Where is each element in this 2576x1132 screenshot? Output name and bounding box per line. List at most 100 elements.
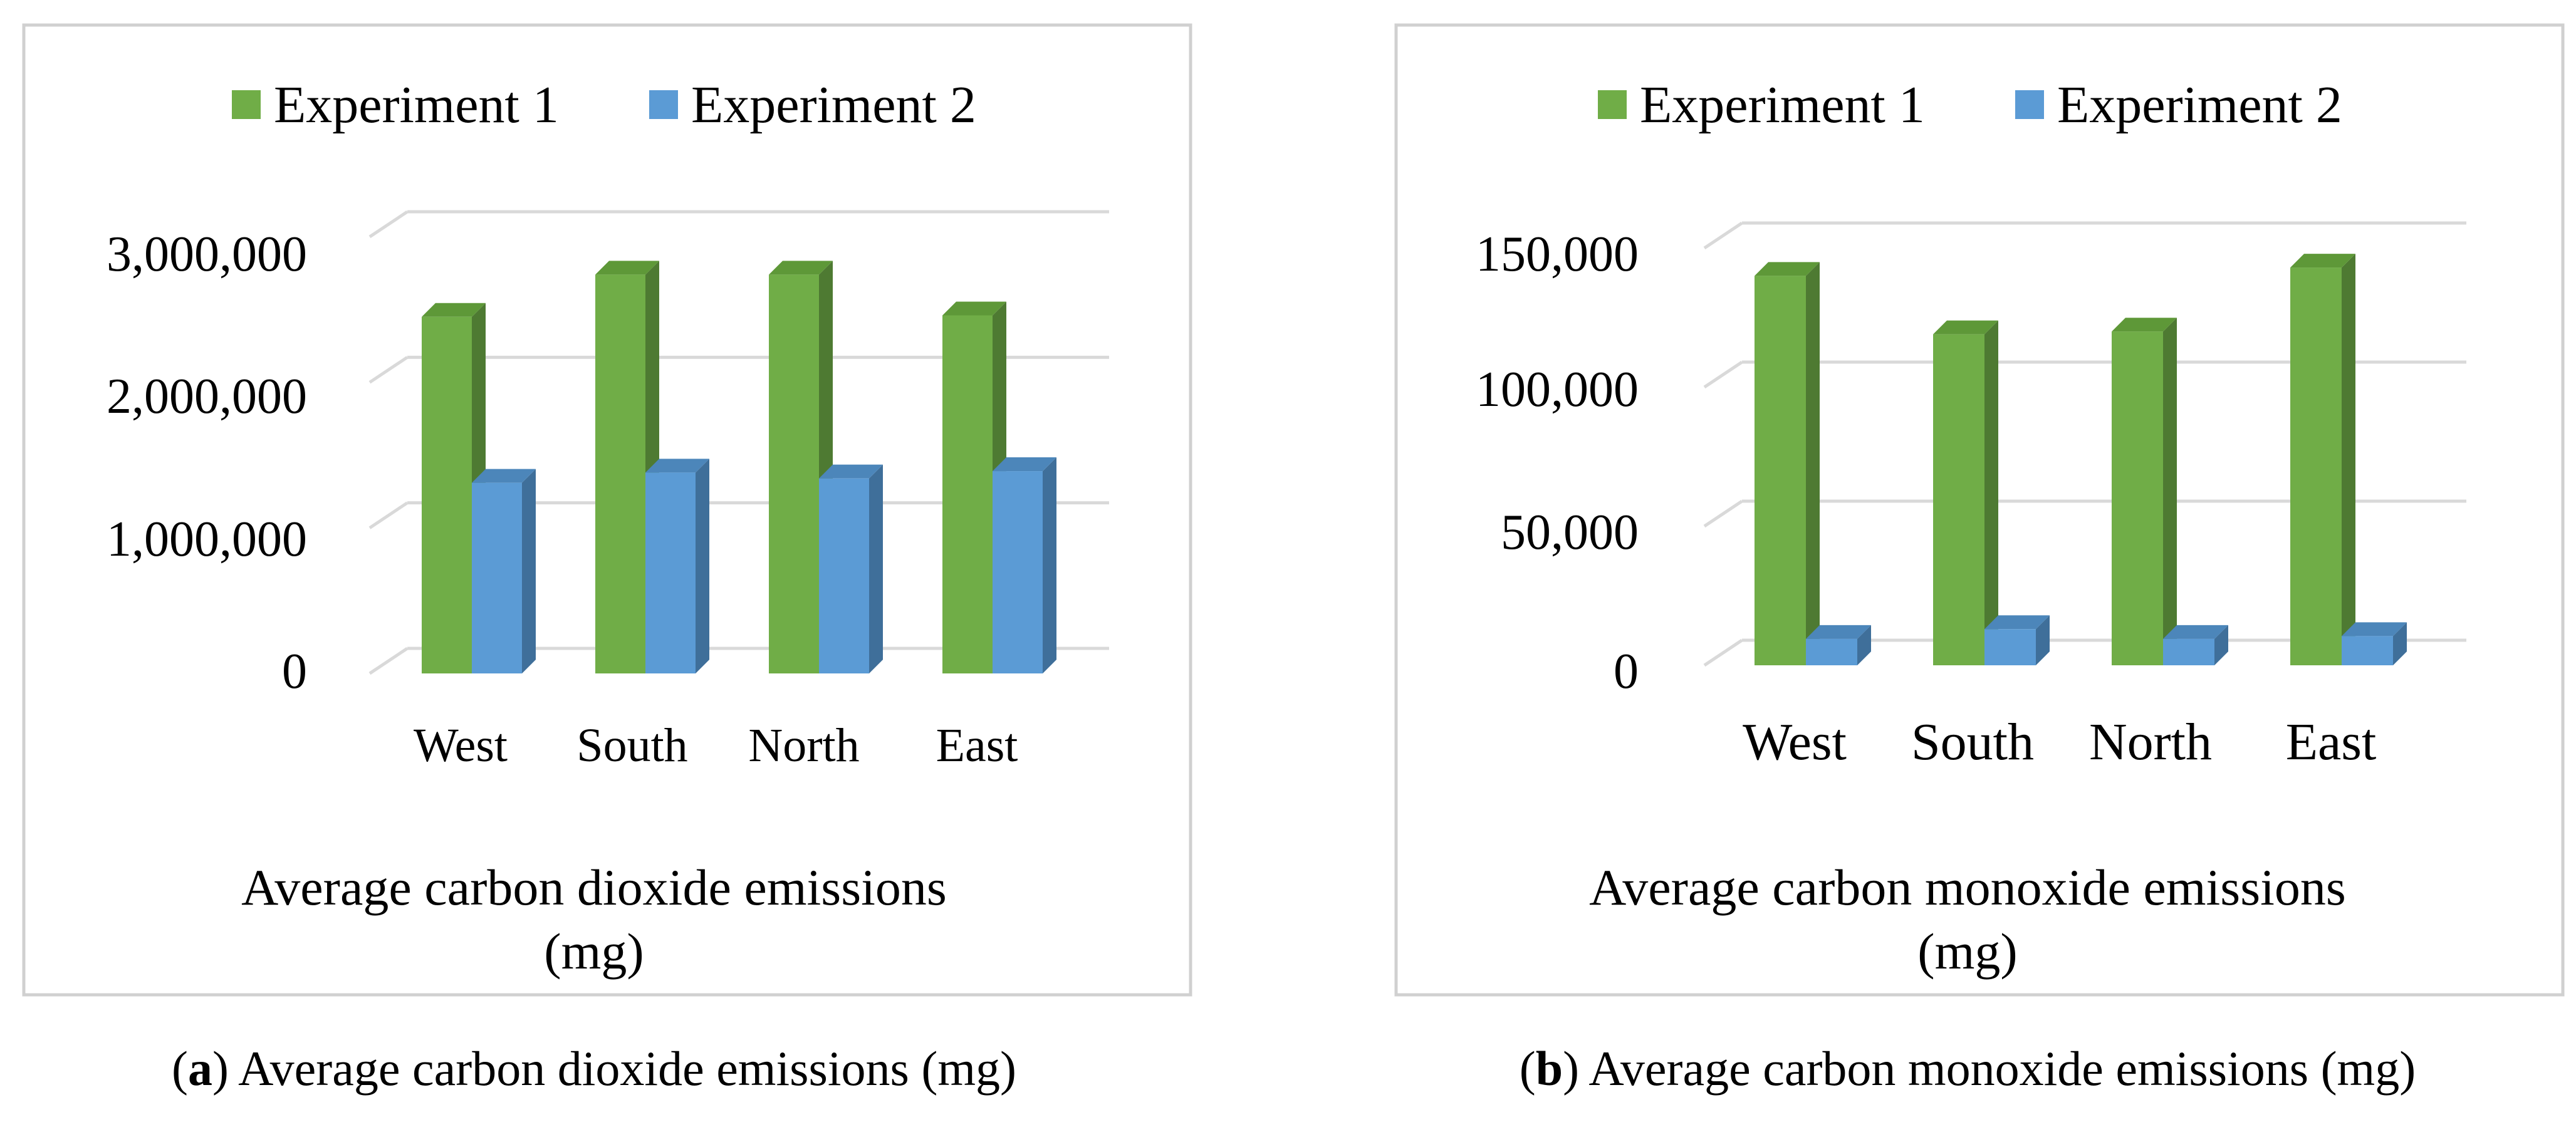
floor-line [368, 646, 409, 675]
caption-letter: a [188, 1041, 212, 1096]
bar-north-experiment-2-front [819, 478, 869, 673]
y-tick-label: 100,000 [1476, 362, 1639, 417]
x-category-label: West [1743, 713, 1847, 771]
panel-b-x-axis-title: Average carbon monoxide emissions (mg) [1589, 859, 2346, 980]
gridline [368, 356, 409, 384]
bar-east-experiment-1-top [942, 301, 1006, 316]
x-axis-title-line: (mg) [1917, 923, 2017, 980]
bar-east-experiment-2 [2342, 622, 2407, 665]
panel-a-plot-area [368, 210, 1109, 675]
x-category-label: East [936, 719, 1018, 772]
bar-south-experiment-2-top [645, 459, 709, 473]
bar-south-experiment-2 [1984, 615, 2050, 665]
caption-open-paren: ( [1520, 1041, 1536, 1096]
legend-swatch-experiment-2 [2015, 90, 2044, 119]
panel-a-y-ticks: 0 1,000,000 2,000,000 3,000,000 [107, 227, 307, 699]
bar-west-experiment-1 [422, 303, 486, 673]
bar-west-experiment-1-front [422, 316, 472, 673]
bar-east-experiment-1 [2290, 254, 2355, 666]
bar-south-experiment-1-front [595, 274, 645, 673]
bar-east-experiment-2-side [2393, 622, 2407, 665]
legend-swatch-experiment-1 [1598, 90, 1627, 119]
bar-north-experiment-1 [2112, 318, 2177, 665]
bar-west-experiment-1-side [1806, 262, 1820, 665]
legend-swatch-experiment-2 [649, 90, 678, 119]
bar-east-experiment-1-side [2342, 254, 2355, 666]
bar-west-experiment-2-side [1857, 625, 1871, 665]
bar-north-experiment-1-side [2163, 318, 2177, 665]
bar-south-experiment-1-top [595, 261, 659, 275]
bar-east-experiment-2-front [2342, 636, 2393, 665]
bar-south-experiment-2-side [696, 459, 709, 673]
y-tick-label: 150,000 [1476, 227, 1639, 282]
bar-west-experiment-2 [472, 469, 536, 673]
bar-north-experiment-2-front [2163, 638, 2214, 665]
bar-east-experiment-1-top [2290, 254, 2355, 268]
bar-west-experiment-2 [1806, 625, 1871, 665]
bar-east-experiment-2 [993, 457, 1056, 673]
legend-swatch-experiment-1 [232, 90, 261, 119]
bar-west-experiment-1-top [422, 303, 486, 317]
floor-line [1703, 638, 1743, 667]
bar-north-experiment-2-side [2214, 625, 2228, 665]
bar-south-experiment-1-front [1933, 334, 1984, 665]
legend-label-experiment-1: Experiment 1 [1640, 76, 1925, 134]
y-tick-label: 0 [1614, 644, 1639, 699]
bar-north-experiment-1-front [2112, 331, 2163, 665]
y-tick-label: 3,000,000 [107, 227, 307, 282]
y-tick-label: 50,000 [1501, 505, 1639, 560]
gridline [368, 501, 409, 529]
panel-a-x-axis-title: Average carbon dioxide emissions (mg) [241, 859, 947, 980]
bar-west-experiment-2-top [1806, 625, 1871, 639]
bar-south-experiment-2 [645, 459, 709, 673]
bar-south-experiment-1-side [1984, 320, 1998, 665]
bar-west-experiment-1 [1755, 262, 1820, 665]
x-category-label: West [414, 719, 508, 772]
x-category-label: South [576, 719, 687, 772]
bar-south-experiment-2-front [645, 472, 696, 673]
panel-b-plot-area [1703, 221, 2466, 667]
panel-b-caption: (b) Average carbon monoxide emissions (m… [1520, 1041, 2416, 1096]
bar-west-experiment-2-side [522, 469, 536, 673]
bar-west-experiment-2-front [472, 482, 522, 673]
bar-north-experiment-2 [819, 464, 883, 673]
x-category-label: North [748, 719, 859, 772]
gridline [1703, 221, 1743, 250]
bar-west-experiment-2-front [1806, 638, 1857, 665]
legend-label-experiment-2: Experiment 2 [2057, 76, 2342, 134]
bar-south-experiment-1 [1933, 320, 1998, 665]
bar-north-experiment-2 [2163, 625, 2228, 665]
panel-a-caption: (a) Average carbon dioxide emissions (mg… [172, 1041, 1016, 1096]
bar-south-experiment-2-side [2036, 615, 2050, 665]
bar-south-experiment-2-front [1984, 629, 2036, 665]
panel-b-x-categories: West South North East [1743, 713, 2376, 771]
y-tick-label: 1,000,000 [107, 512, 307, 567]
y-tick-label: 2,000,000 [107, 369, 307, 424]
bar-south-experiment-2-top [1984, 615, 2050, 630]
x-axis-title-line: Average carbon dioxide emissions [241, 859, 947, 916]
bar-east-experiment-1-front [942, 315, 993, 674]
x-category-label: North [2089, 713, 2212, 771]
bar-south-experiment-1-top [1933, 320, 1998, 335]
x-axis-title-line: (mg) [544, 923, 644, 980]
bar-east-experiment-2-front [993, 471, 1043, 673]
caption-text: ) Average carbon dioxide emissions (mg) [212, 1041, 1016, 1096]
panel-a-x-categories: West South North East [414, 719, 1018, 772]
bar-east-experiment-1-front [2290, 267, 2342, 666]
panel-b-legend: Experiment 1 Experiment 2 [1598, 76, 2342, 134]
legend-label-experiment-2: Experiment 2 [691, 76, 976, 134]
gridline [368, 210, 409, 239]
bar-north-experiment-2-side [869, 464, 883, 673]
x-category-label: South [1911, 713, 2034, 771]
bar-north-experiment-1 [769, 261, 833, 673]
bar-east-experiment-2-top [993, 457, 1056, 472]
x-category-label: East [2286, 713, 2377, 771]
y-tick-label: 0 [282, 644, 307, 699]
panel-a-frame [22, 23, 1192, 997]
bar-east-experiment-2-side [1043, 457, 1056, 673]
legend-label-experiment-1: Experiment 1 [274, 76, 559, 134]
gridline [1703, 360, 1743, 389]
bar-north-experiment-1-front [769, 274, 819, 673]
caption-letter: b [1536, 1041, 1563, 1096]
